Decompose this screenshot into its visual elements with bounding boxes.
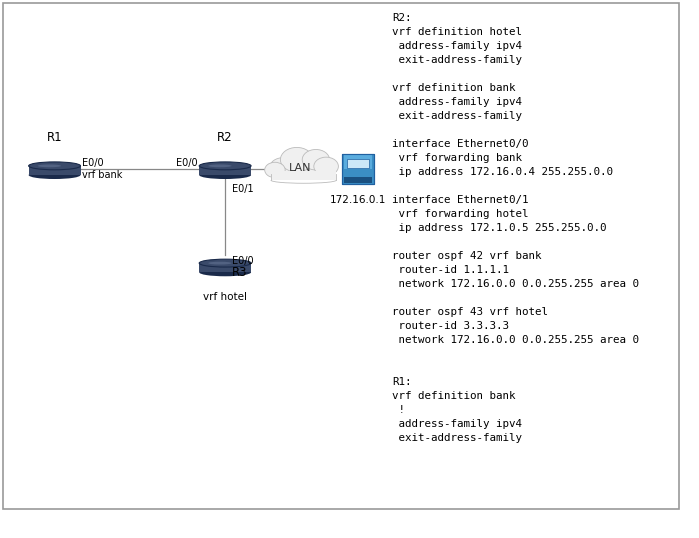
Text: R2: R2 — [217, 131, 233, 144]
FancyBboxPatch shape — [344, 155, 373, 169]
Bar — [29, 166, 80, 175]
Circle shape — [270, 158, 297, 178]
Ellipse shape — [199, 259, 251, 267]
Circle shape — [265, 162, 285, 178]
Ellipse shape — [208, 261, 231, 265]
Ellipse shape — [199, 162, 251, 170]
Circle shape — [314, 157, 338, 175]
Circle shape — [280, 147, 313, 172]
FancyBboxPatch shape — [347, 159, 369, 168]
Text: LAN: LAN — [289, 163, 312, 173]
Text: vrf bank: vrf bank — [82, 170, 122, 180]
Bar — [271, 167, 336, 180]
Bar — [199, 166, 251, 175]
Ellipse shape — [199, 268, 251, 277]
Bar — [271, 171, 336, 180]
Text: 172.16.0.1: 172.16.0.1 — [330, 195, 387, 204]
Ellipse shape — [38, 165, 61, 167]
Text: vrf hotel: vrf hotel — [203, 292, 247, 302]
FancyBboxPatch shape — [343, 154, 374, 184]
Text: E0/0: E0/0 — [176, 158, 198, 168]
Text: E0/0: E0/0 — [82, 158, 103, 168]
Bar — [344, 177, 373, 183]
Circle shape — [302, 150, 329, 170]
Text: R3: R3 — [232, 266, 247, 279]
Ellipse shape — [29, 162, 80, 170]
Text: E0/0: E0/0 — [232, 256, 254, 266]
Text: R1: R1 — [47, 131, 62, 144]
Text: E0/1: E0/1 — [232, 185, 254, 194]
Bar — [199, 263, 251, 272]
Ellipse shape — [29, 171, 80, 179]
FancyBboxPatch shape — [3, 3, 679, 509]
Text: R2:
vrf definition hotel
 address-family ipv4
 exit-address-family

vrf definiti: R2: vrf definition hotel address-family … — [392, 13, 640, 443]
Ellipse shape — [208, 165, 231, 167]
Ellipse shape — [199, 171, 251, 179]
